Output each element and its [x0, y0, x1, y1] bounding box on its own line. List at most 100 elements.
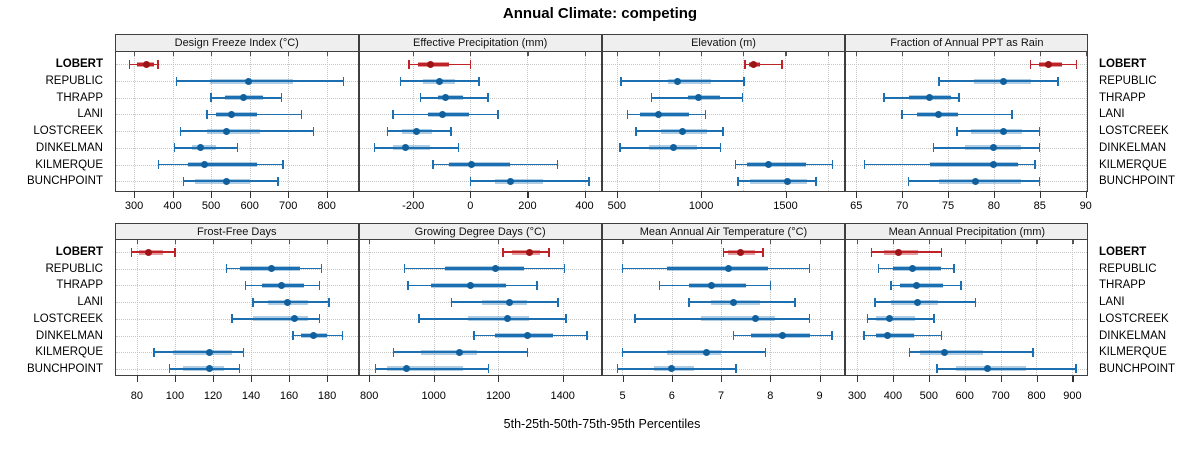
top-tick — [211, 52, 213, 56]
tick-gridline — [1000, 240, 1002, 375]
axis-tick-label: 65 — [850, 199, 863, 212]
tick-gridline — [622, 240, 624, 375]
axis-tick — [470, 192, 472, 198]
whisker-cap — [743, 76, 745, 86]
median-dot — [412, 127, 420, 135]
top-tick — [134, 52, 136, 56]
panel-strip-mean-annual-precipitation-mm: Mean Annual Precipitation (mm) — [845, 223, 1089, 240]
whisker-cap — [732, 331, 735, 340]
whisker-cap — [974, 297, 977, 307]
row-gridline — [846, 268, 1088, 270]
whisker-cap — [658, 280, 661, 290]
axis-tick-label: 6 — [668, 389, 675, 402]
whisker-cap — [556, 160, 559, 169]
top-tick — [785, 52, 787, 56]
site-label-right-kilmerque: KILMERQUE — [1099, 346, 1167, 359]
axis-tick-label: 500 — [919, 389, 938, 402]
top-tick — [1072, 240, 1074, 244]
whisker-cap — [815, 176, 817, 186]
top-tick — [413, 52, 415, 56]
panel-strip-fraction-of-annual-ppt-as-rain: Fraction of Annual PPT as Rain — [845, 34, 1089, 52]
tick-gridline — [1039, 52, 1041, 191]
axis-tick — [289, 376, 291, 382]
whisker-cap — [621, 264, 624, 274]
site-label-right-lostcreek: LOSTCREEK — [1099, 125, 1169, 138]
whisker-cap — [457, 143, 460, 153]
axis-tick-label: 1000 — [688, 199, 714, 212]
median-dot — [439, 110, 447, 118]
panel-strip-label: Fraction of Annual PPT as Rain — [890, 37, 1044, 49]
median-dot — [283, 298, 291, 306]
median-dot — [729, 298, 737, 306]
axis-tick — [327, 376, 329, 382]
median-dot — [990, 144, 998, 152]
axis-tick — [326, 192, 328, 198]
axis-tick — [819, 376, 821, 382]
whisker-cap — [634, 314, 636, 324]
tick-gridline — [902, 52, 904, 191]
median-dot — [894, 248, 902, 256]
whisker-cap — [408, 59, 410, 69]
whisker-cap — [794, 297, 796, 307]
axis-tick-label: 300 — [847, 389, 867, 402]
median-dot — [749, 60, 757, 68]
row-gridline — [359, 131, 601, 133]
axis-tick-label: 8 — [767, 389, 774, 402]
whisker-cap — [526, 347, 528, 357]
median-dot — [1045, 60, 1053, 68]
whisker-cap — [469, 59, 471, 69]
axis-tick — [671, 376, 673, 382]
row-gridline — [846, 97, 1088, 99]
median-dot — [724, 265, 732, 273]
site-label-right-lani: LANI — [1099, 108, 1125, 121]
whisker-cap — [182, 176, 185, 186]
interquartile-line — [668, 79, 712, 83]
median-dot — [883, 332, 891, 339]
tick-gridline — [213, 240, 214, 375]
row-gridline — [846, 285, 1088, 287]
tick-gridline — [892, 240, 894, 375]
top-tick — [622, 240, 624, 244]
whisker-cap — [808, 314, 811, 324]
whisker-cap — [450, 126, 452, 136]
panel-strip-frost-free-days: Frost-Free Days — [115, 223, 359, 240]
row-gridline — [359, 64, 601, 66]
whisker-cap — [403, 264, 406, 274]
axis-tick — [211, 192, 213, 198]
panel-plot-effective-precipitation-mm — [358, 51, 602, 192]
top-tick — [671, 240, 673, 244]
site-label-right-dinkelman: DINKELMAN — [1099, 141, 1167, 154]
median-dot — [885, 315, 893, 323]
axis-tick-label: 9 — [816, 389, 823, 402]
median-dot — [984, 365, 992, 373]
median-dot — [679, 127, 687, 135]
axis-tick — [902, 192, 904, 198]
panel-strip-label: Effective Precipitation (mm) — [413, 37, 548, 49]
top-tick — [1039, 52, 1041, 56]
whisker-cap — [620, 76, 622, 86]
top-tick — [1000, 240, 1002, 244]
whisker-cap — [704, 109, 707, 119]
whisker-cap — [153, 347, 155, 357]
whisker-cap — [781, 59, 783, 69]
whisker-cap — [206, 109, 208, 119]
whisker-cap — [386, 126, 389, 136]
axis-tick — [369, 376, 371, 382]
axis-tick-label: 700 — [991, 389, 1010, 402]
whisker-cap — [342, 76, 344, 86]
site-label-left-dinkelman: DINKELMAN — [35, 329, 103, 342]
panel-strip-label: Frost-Free Days — [197, 225, 277, 238]
panel-plot-mean-annual-precipitation-mm — [845, 239, 1089, 376]
axis-tick — [213, 376, 215, 382]
row-gridline — [846, 335, 1088, 337]
interquartile-line — [252, 317, 308, 321]
site-label-right-bunchpoint: BUNCHPOINT — [1099, 362, 1176, 375]
whisker-cap — [877, 264, 880, 274]
whisker-cap — [374, 364, 377, 374]
median-dot — [222, 177, 230, 185]
whisker-cap — [874, 297, 876, 307]
tick-gridline — [172, 52, 174, 191]
axis-tick-label: 180 — [317, 389, 337, 402]
whisker-cap — [487, 364, 490, 374]
top-tick — [993, 52, 996, 56]
